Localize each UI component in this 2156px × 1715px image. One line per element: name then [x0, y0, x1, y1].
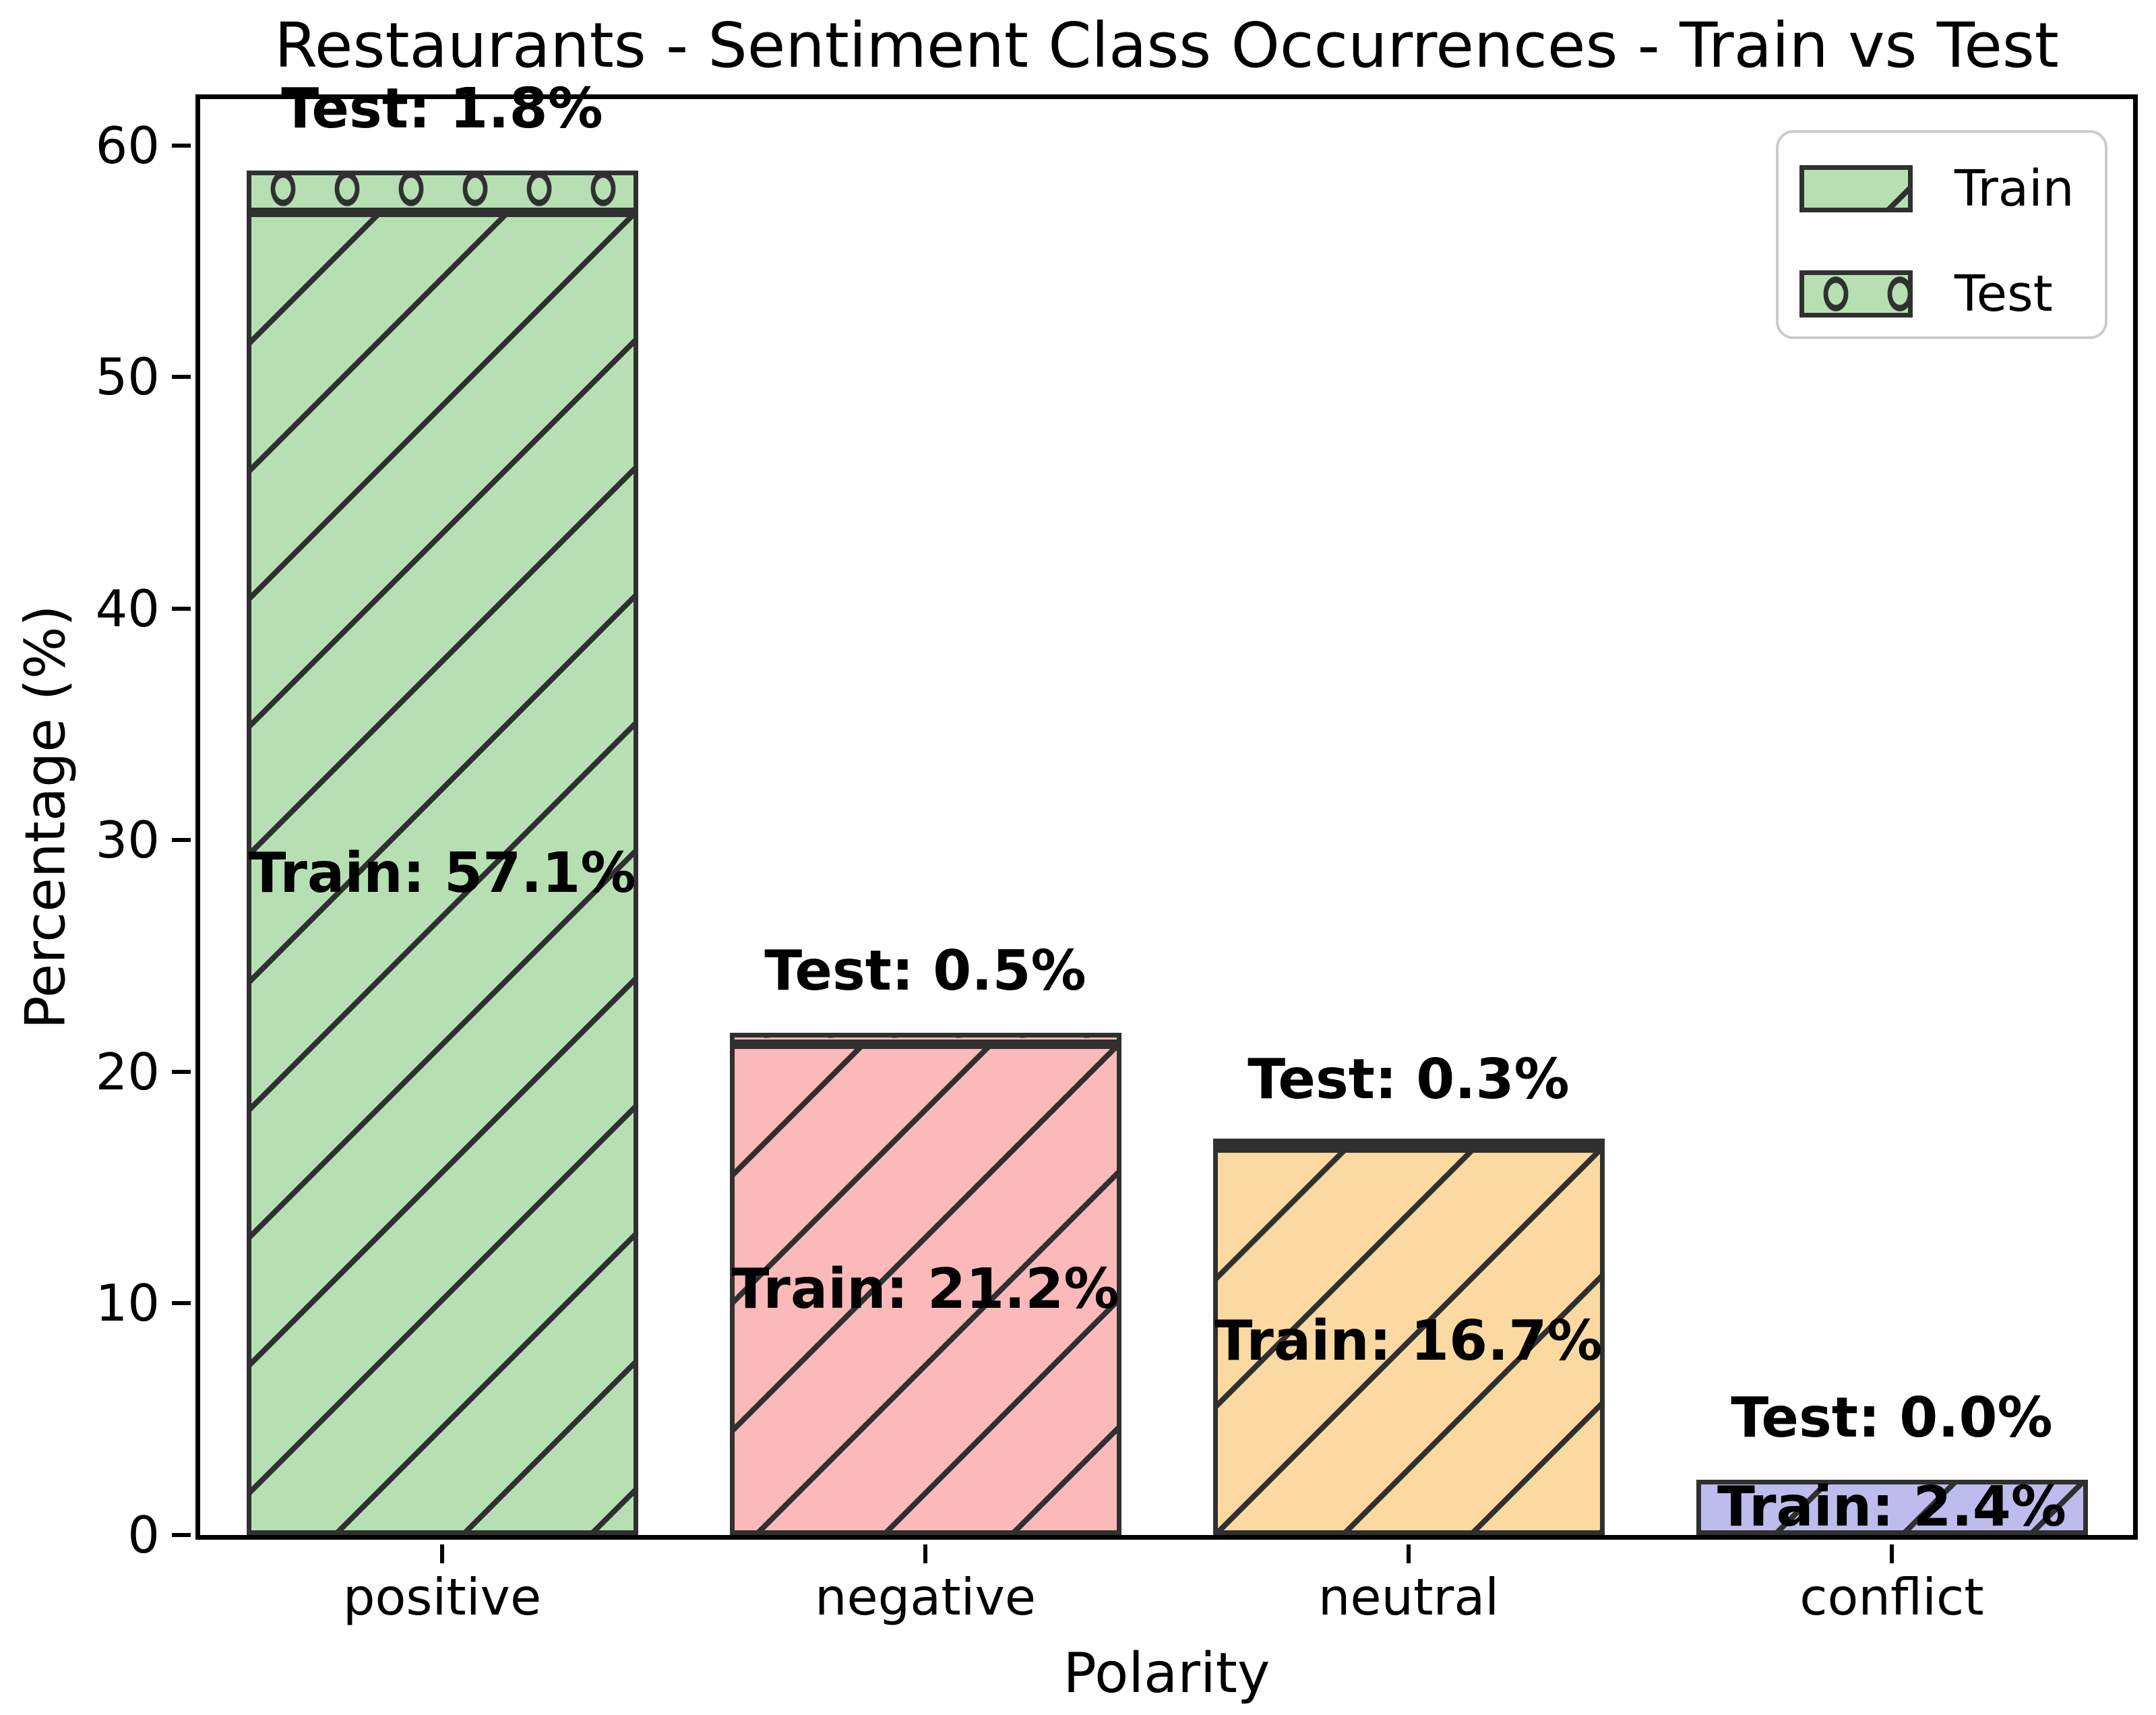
bar-train-positive	[246, 212, 638, 1535]
y-tick-label: 20	[95, 1042, 160, 1102]
x-tick-label-positive: positive	[342, 1567, 542, 1627]
y-tick-label: 10	[95, 1273, 160, 1333]
y-tick-label: 0	[127, 1505, 160, 1565]
y-tick-label: 50	[95, 347, 160, 407]
train-value-label-positive: Train: 57.1%	[248, 841, 636, 905]
bar-test-negative	[729, 1033, 1121, 1044]
train-value-label-conflict: Train: 2.4%	[1717, 1474, 2066, 1539]
y-tick-mark	[172, 606, 191, 611]
plot-area: 0 10 20 30 40 50 60 Train: 57.1% Test: 1.8% posit…	[96, 80, 2138, 1627]
y-tick-mark	[172, 375, 191, 380]
bar-test-neutral	[1212, 1139, 1605, 1148]
legend: Train Test	[1776, 130, 2107, 339]
train-value-label-negative: Train: 21.2%	[731, 1257, 1119, 1321]
bar-test-positive	[246, 171, 638, 212]
x-tick-label-conflict: conflict	[1799, 1567, 1984, 1627]
x-tick-mark	[440, 1544, 444, 1563]
x-tick-mark	[1890, 1544, 1894, 1563]
y-tick-label: 60	[95, 115, 160, 175]
test-value-label-positive: Test: 1.8%	[281, 76, 603, 141]
y-tick-mark	[172, 1301, 191, 1306]
legend-swatch-test-circle-hatch-icon	[1799, 270, 1913, 318]
y-tick-mark	[172, 1069, 191, 1074]
y-tick-label: 40	[95, 578, 160, 638]
y-tick-mark	[172, 1533, 191, 1537]
x-tick-mark	[923, 1544, 927, 1563]
test-value-label-neutral: Test: 0.3%	[1248, 1047, 1570, 1112]
y-tick-mark	[172, 143, 191, 148]
test-value-label-conflict: Test: 0.0%	[1731, 1385, 2053, 1450]
y-tick-mark	[172, 838, 191, 843]
legend-swatch-train-diagonal-hatch-icon	[1799, 165, 1913, 212]
bar-train-neutral	[1212, 1148, 1605, 1535]
chart-title: Restaurants - Sentiment Class Occurrence…	[274, 9, 2059, 82]
legend-row-test: Test	[1799, 265, 2105, 323]
legend-label-train: Train	[1954, 160, 2074, 218]
legend-row-train: Train	[1799, 160, 2105, 218]
test-value-label-negative: Test: 0.5%	[764, 938, 1086, 1003]
x-tick-label-neutral: neutral	[1318, 1567, 1500, 1627]
x-axis-label: Polarity	[1063, 1642, 1270, 1706]
x-tick-label-negative: negative	[814, 1567, 1037, 1627]
bar-train-negative	[729, 1044, 1121, 1535]
y-tick-label: 30	[95, 810, 160, 870]
legend-label-test: Test	[1954, 265, 2053, 323]
bar-train-conflict	[1696, 1480, 2088, 1535]
train-value-label-neutral: Train: 16.7%	[1214, 1308, 1603, 1373]
x-tick-mark	[1407, 1544, 1411, 1563]
